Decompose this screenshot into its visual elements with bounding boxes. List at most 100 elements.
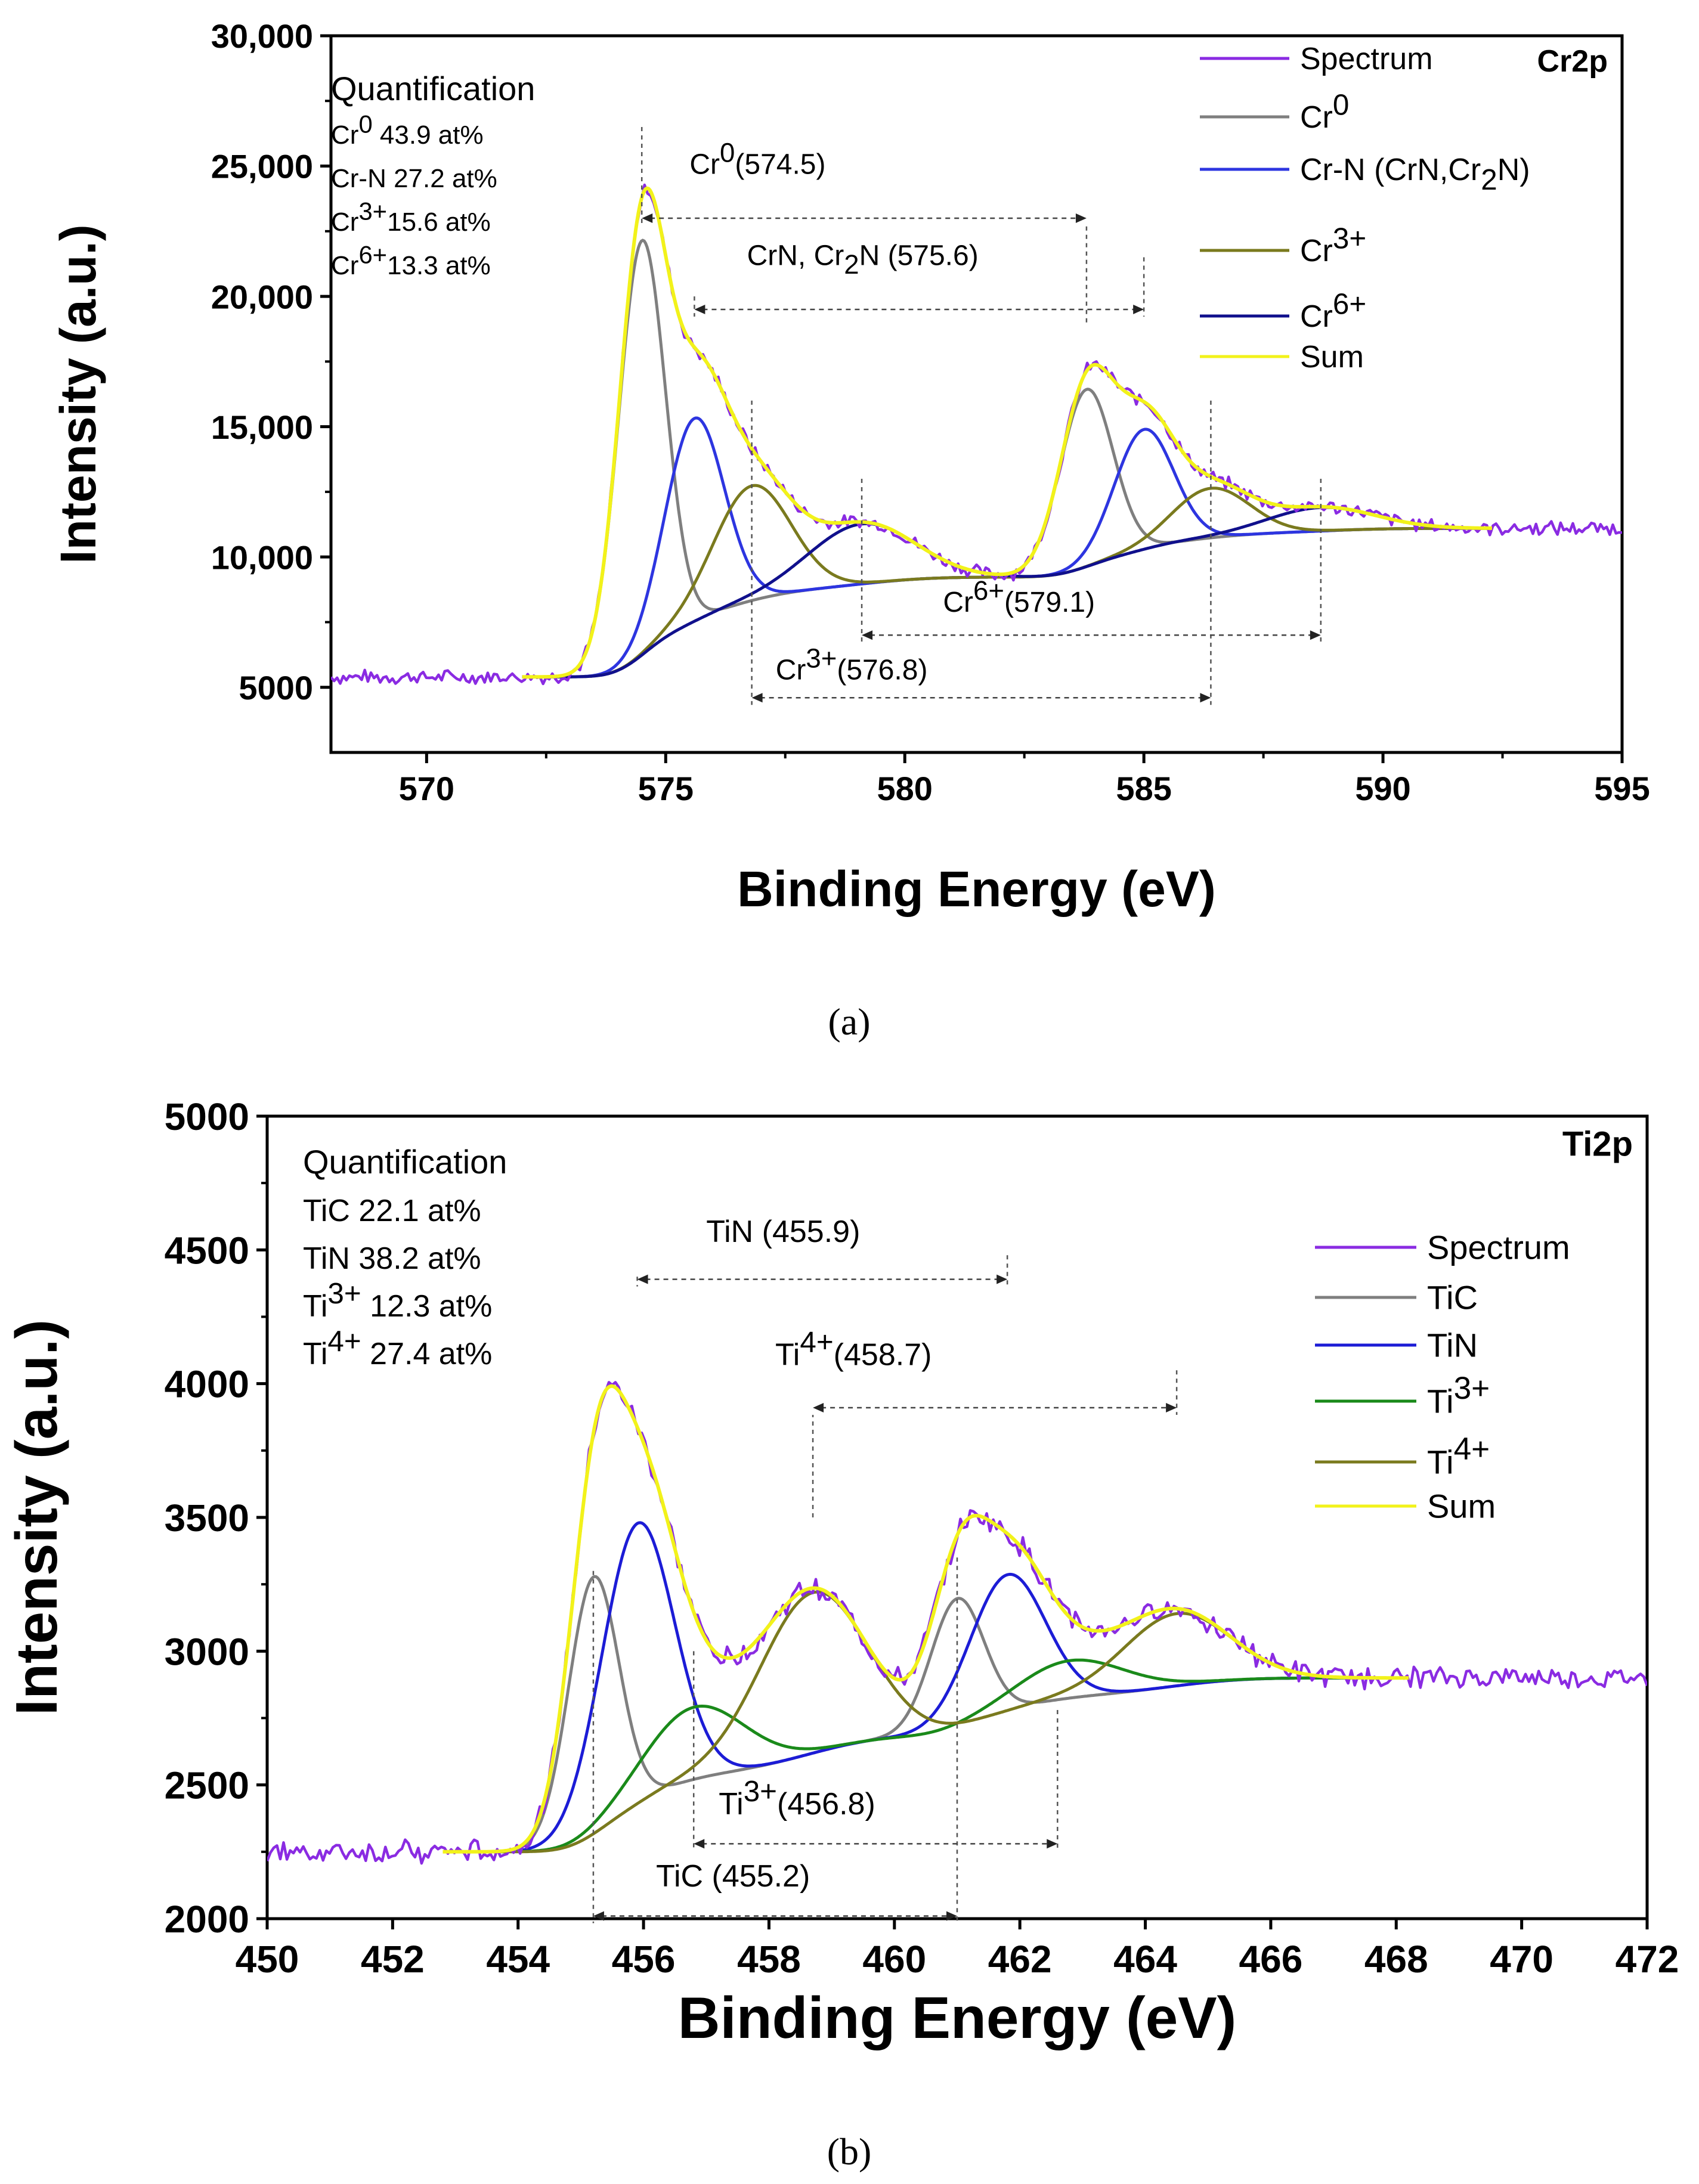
quantification-row-2: TiN 38.2 at% (303, 1241, 481, 1276)
y-tick-label: 3000 (165, 1630, 249, 1673)
annotation-4-arrowhead-left (593, 1911, 604, 1921)
y-axis-label: Intensity (a.u.) (50, 224, 106, 563)
quantification-row-1: TiC 22.1 at% (303, 1194, 481, 1228)
annotation-4-label-sup: 3+ (806, 643, 837, 673)
quantification-row-3-base: Cr (331, 207, 358, 237)
annotation-1-arrowhead-right (1075, 213, 1087, 223)
y-tick-label: 5000 (165, 1095, 249, 1138)
legend-label-cr-n-crn-cr2n--base: Cr-N (CrN,Cr (1300, 153, 1481, 187)
quantification-row-1-base: TiC (303, 1194, 350, 1228)
annotation-1-label-sup: 0 (720, 137, 735, 168)
quantification-row-4-base: Ti (303, 1337, 327, 1371)
x-tick-label: 472 (1616, 1938, 1679, 1981)
quantification-row-4-rest: 13.3 at% (387, 251, 491, 280)
series-sum-line (442, 1384, 1409, 1854)
quantification-row-1-sup: 0 (358, 110, 372, 138)
x-tick-label: 580 (877, 770, 933, 807)
quantification-row-1: Cr0 43.9 at% (331, 110, 484, 150)
y-tick-label: 2000 (165, 1898, 249, 1941)
annotations: Cr0(574.5)CrN, Cr2N (575.6)Cr6+(579.1)Cr… (640, 126, 1322, 705)
annotations: TiN (455.9)Ti4+(458.7)Ti3+(456.8)TiC (45… (592, 1215, 1178, 1923)
annotation-4-arrowhead-left (751, 693, 763, 703)
annotation-4-arrowhead-right (946, 1911, 957, 1921)
quantification-title: Quantification (331, 70, 535, 107)
legend-label-sum: Sum (1300, 340, 1364, 374)
quantification-row-4-base: Cr (331, 251, 358, 280)
legend-label-cr6--sup: 6+ (1333, 287, 1366, 320)
quantification-row-1-base: Cr (331, 120, 358, 150)
annotation-1-label-base: TiN (455.9) (706, 1215, 860, 1249)
quantification-row-4-sup: 4+ (327, 1325, 361, 1358)
annotation-4-label-base: Cr (776, 655, 806, 686)
legend-label-ti4-: Ti4+ (1427, 1432, 1490, 1481)
annotation-3-label-sup: 3+ (744, 1775, 777, 1808)
series-ti3--line (442, 1658, 1409, 1854)
legend-label-spectrum: Spectrum (1300, 42, 1433, 76)
legend-label-cr-n-crn-cr2n-: Cr-N (CrN,Cr2N) (1300, 153, 1530, 196)
annotation-3-arrowhead-right (1310, 630, 1321, 640)
annotation-1-arrowhead-left (642, 213, 653, 223)
annotation-1-label: Cr0(574.5) (689, 137, 825, 180)
x-tick-label: 468 (1364, 1938, 1428, 1981)
x-tick-label: 464 (1113, 1938, 1177, 1981)
quantification-row-3-sup: 3+ (358, 197, 387, 225)
annotation-2-label-base: Ti (775, 1337, 800, 1372)
x-tick-label: 590 (1355, 770, 1410, 807)
annotation-2-arrowhead-left (813, 1403, 824, 1413)
annotation-2-label-base: CrN, Cr (747, 240, 844, 272)
legend-label-cr3-: Cr3+ (1300, 222, 1366, 268)
x-tick-label: 575 (638, 770, 694, 807)
annotation-4-label: TiC (455.2) (656, 1859, 810, 1894)
quantification-row-2-base: Cr-N (331, 164, 386, 193)
annotation-4-label-base: TiC (455.2) (656, 1859, 810, 1894)
legend-label-cr0-sup: 0 (1333, 88, 1349, 121)
legend-label-ti3--sup: 3+ (1454, 1371, 1490, 1406)
panel-label-a: (a) (828, 1000, 870, 1043)
annotation-3-arrowhead-right (1047, 1839, 1058, 1849)
annotation-2-label-rest: (458.7) (834, 1337, 932, 1372)
quantification-row-1-rest: 43.9 at% (373, 120, 484, 150)
legend-label-cr-n-crn-cr2n--sub: 2 (1481, 163, 1497, 196)
annotation-1-arrowhead-right (997, 1274, 1008, 1284)
annotation-3-label: Cr6+(579.1) (943, 575, 1095, 618)
plot-area (267, 1381, 1647, 1865)
quantification-row-3-sup: 3+ (327, 1277, 361, 1310)
legend-label-cr6--base: Cr (1300, 299, 1333, 334)
legend-label-ti3--base: Ti (1427, 1383, 1454, 1420)
annotation-2-label-sub: 2 (844, 249, 859, 280)
x-axis-label: Binding Energy (eV) (737, 861, 1216, 917)
annotation-3-label-base: Cr (943, 587, 973, 618)
annotation-2-label-sup: 4+ (800, 1325, 833, 1358)
annotation-4-label-rest: (576.8) (837, 655, 927, 686)
annotation-3-label-rest: (456.8) (777, 1787, 875, 1821)
quantification-row-3-rest: 15.6 at% (387, 207, 491, 237)
plot-area (331, 183, 1622, 686)
x-tick-label: 456 (612, 1938, 676, 1981)
x-tick-label: 466 (1239, 1938, 1303, 1981)
legend-label-ti4--base: Ti (1427, 1443, 1454, 1481)
x-tick-label: 595 (1594, 770, 1650, 807)
annotation-2-label: Ti4+(458.7) (775, 1325, 931, 1372)
y-tick-label: 4500 (165, 1229, 249, 1272)
quantification-row-4-sup: 6+ (358, 241, 387, 269)
annotation-3-arrowhead-left (694, 1839, 705, 1849)
annotation-2-label-rest: N (575.6) (859, 240, 979, 272)
y-tick-label: 5000 (239, 669, 313, 707)
annotation-2-arrowhead-left (694, 304, 705, 314)
legend-label-sum-base: Sum (1427, 1488, 1496, 1525)
legend-label-tic-base: TiC (1427, 1279, 1478, 1316)
x-tick-label: 570 (399, 770, 454, 807)
series-sum-line (522, 186, 1492, 679)
annotation-1-label-rest: (574.5) (735, 149, 825, 181)
chart-title: Cr2p (1537, 44, 1608, 79)
quantification-row-3-base: Ti (303, 1289, 327, 1324)
annotation-3-label-base: Ti (719, 1787, 743, 1821)
legend-label-cr3--base: Cr (1300, 234, 1333, 268)
quantification-row-1-rest: 22.1 at% (350, 1194, 481, 1228)
annotation-1-label-base: Cr (689, 149, 720, 181)
x-tick-label: 458 (737, 1938, 801, 1981)
